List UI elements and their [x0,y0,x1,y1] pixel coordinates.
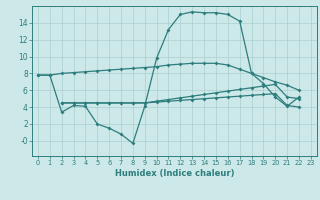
X-axis label: Humidex (Indice chaleur): Humidex (Indice chaleur) [115,169,234,178]
